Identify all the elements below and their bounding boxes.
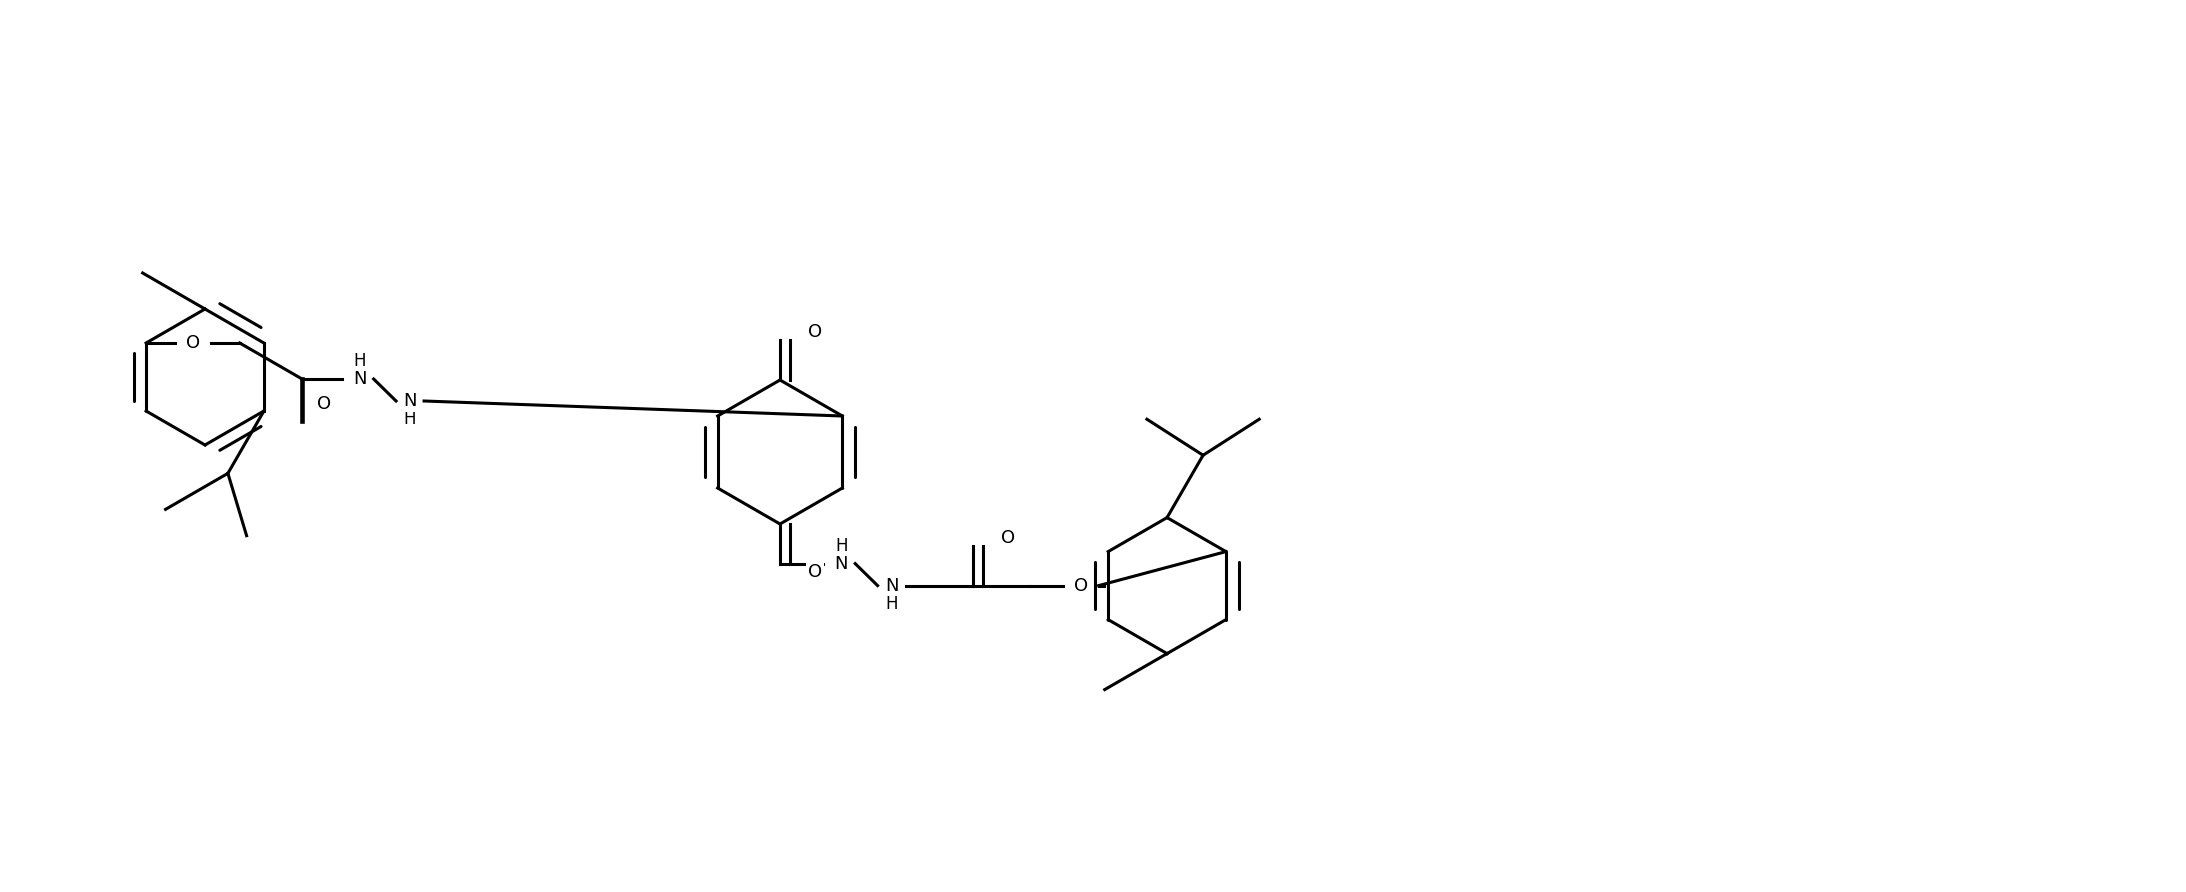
Text: N: N xyxy=(402,392,418,410)
Text: O: O xyxy=(1001,529,1014,547)
Text: H: H xyxy=(885,595,898,613)
Text: H: H xyxy=(835,537,848,555)
Text: O: O xyxy=(809,324,822,342)
Text: H: H xyxy=(404,410,415,428)
Text: O: O xyxy=(809,563,822,581)
Text: N: N xyxy=(835,555,848,573)
Text: O: O xyxy=(1073,576,1089,595)
Text: O: O xyxy=(317,395,330,413)
Text: N: N xyxy=(352,370,367,388)
Text: H: H xyxy=(354,352,365,370)
Text: O: O xyxy=(186,334,199,352)
Text: N: N xyxy=(885,576,898,595)
